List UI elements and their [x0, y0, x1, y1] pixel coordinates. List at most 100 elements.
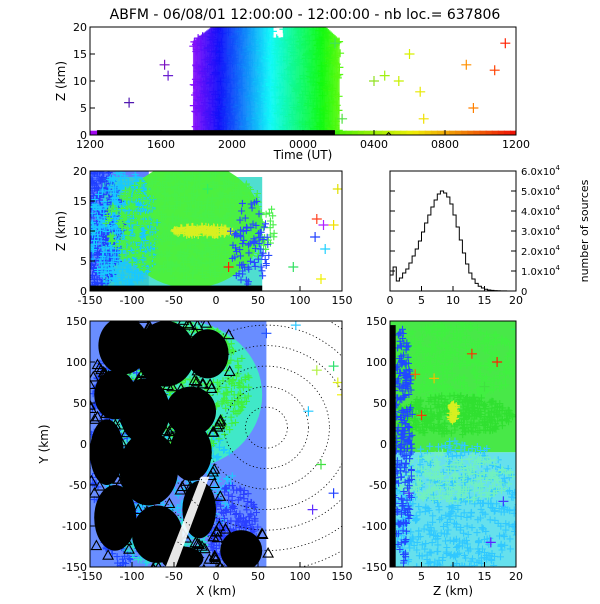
- plan-range-ring: [119, 321, 342, 567]
- time-height-band-fill: [293, 27, 297, 135]
- plan-outlier: [303, 406, 314, 417]
- time-height-band-fill: [326, 29, 330, 135]
- time-height-band-fill: [297, 27, 301, 135]
- histogram-xaxis-tick-label: 0: [387, 294, 394, 307]
- time-height-ground: [449, 130, 457, 135]
- x-height-ground: [90, 285, 263, 291]
- time-height-band-fill: [333, 35, 336, 135]
- zy-yaxis-tick-label: 0: [380, 438, 387, 451]
- histogram-ytick-label: 0: [521, 287, 527, 298]
- z-axis-tick-label: 0: [80, 129, 87, 142]
- time-height-band-fill: [200, 34, 204, 135]
- time-height-ground: [436, 130, 444, 135]
- time-height-band-fill: [235, 27, 238, 135]
- plan-outlier: [261, 328, 272, 339]
- time-height-band-fill: [289, 27, 293, 135]
- zy-xaxis-tick-label: 15: [478, 570, 492, 583]
- time-height-band-fill: [272, 37, 275, 135]
- time-height-band-fill: [261, 27, 265, 135]
- time-height-outlier: [369, 76, 379, 86]
- plan-xaxis-tick-label: -100: [120, 570, 145, 583]
- time-height-band-fill: [337, 38, 340, 135]
- time-height-band-fill: [292, 27, 295, 135]
- time-height-outlier: [468, 103, 479, 113]
- time-axis-tick-label: 2000: [218, 138, 246, 151]
- time-height-band-fill: [244, 27, 248, 135]
- time-height-ground: [90, 130, 98, 135]
- time-height-outlier: [337, 113, 348, 124]
- histogram-frame: [389, 170, 517, 292]
- histogram-ytick-label: 3.0x104: [521, 224, 561, 238]
- plan-outlier: [328, 488, 339, 499]
- time-height-band-fill: [218, 27, 221, 135]
- time-height-band-fill: [285, 27, 289, 135]
- time-height-band-fill: [203, 32, 207, 135]
- plan-yaxis-tick-label: -100: [62, 520, 87, 533]
- time-height-band-fill: [195, 38, 199, 135]
- x-height-xaxis-tick-label: 150: [332, 294, 353, 307]
- zy-xaxis-tick-label: 5: [418, 570, 425, 583]
- z-axis-tick-label: 10: [73, 75, 87, 88]
- time-height-band-fill: [259, 27, 262, 135]
- time-height-band-fill: [300, 27, 303, 135]
- time-height-outlier: [330, 38, 340, 49]
- x-height-xaxis-tick-label: 100: [290, 294, 311, 307]
- time-height-band-fill: [282, 27, 286, 135]
- x-height-outlier: [318, 220, 329, 230]
- time-axis-tick-label: 0400: [360, 138, 388, 151]
- zy-blue-low: [390, 325, 416, 567]
- z-axis-tick-label: 5: [80, 102, 87, 115]
- x-height-outlier: [328, 220, 339, 230]
- time-height-ground: [357, 130, 365, 135]
- time-height-plot: [90, 27, 516, 135]
- time-height-band-fill: [313, 27, 316, 135]
- time-height-band-fill: [229, 27, 233, 135]
- histogram-xaxis-tick-label: 20: [509, 294, 523, 307]
- zy-yaxis-tick-label: 150: [366, 315, 387, 328]
- histogram-ytick-label: 4.0x104: [521, 204, 561, 218]
- plan-xaxis-tick-label: 100: [290, 570, 311, 583]
- histogram-ytick-exponent: 4: [556, 184, 561, 192]
- plan-view-plot: [90, 321, 342, 567]
- time-height-band-fill: [220, 27, 224, 135]
- time-height-diamond: [385, 131, 392, 135]
- time-height-ylabel: Z (km): [54, 61, 68, 101]
- zy-yellow: [446, 400, 461, 425]
- zy-xlabel: Z (km): [433, 584, 473, 598]
- time-height-outlier: [461, 59, 472, 70]
- x-height-yaxis-tick-label: 15: [73, 195, 87, 208]
- time-height-ground: [400, 130, 408, 135]
- plan-yaxis-tick-label: 150: [66, 315, 87, 328]
- z-axis-tick-label: 15: [73, 48, 87, 61]
- plan-outlier: [328, 361, 339, 372]
- time-height-band-fill: [208, 28, 212, 135]
- x-height-outlier: [223, 262, 234, 272]
- plan-black-cluster: [220, 530, 263, 567]
- time-height-ground: [491, 130, 499, 135]
- time-height-ground: [442, 130, 451, 135]
- x-height-outlier: [310, 232, 321, 242]
- time-height-band-fill: [330, 32, 334, 135]
- plan-xlabel: X (km): [196, 584, 236, 598]
- histogram-ytick-label: 5.0x104: [521, 184, 561, 198]
- time-axis-tick-label: 1600: [147, 138, 175, 151]
- time-height-ground: [430, 130, 438, 135]
- time-height-band-fill: [243, 27, 246, 135]
- plan-ylabel: Y (km): [37, 424, 51, 464]
- time-height-band-fill: [263, 27, 266, 135]
- time-height-band-fill: [210, 27, 213, 135]
- time-height-ground: [418, 130, 426, 135]
- time-height-band-fill: [227, 27, 230, 135]
- time-height-outlier: [159, 59, 170, 70]
- time-height-ground: [479, 130, 487, 135]
- time-height-outlier: [379, 70, 390, 81]
- time-height-band-fill: [317, 27, 320, 135]
- plan-black-cluster: [119, 378, 170, 445]
- time-height-band-fill: [248, 27, 252, 135]
- x-height-xaxis-tick-label: -150: [78, 294, 103, 307]
- time-height-band-fill: [284, 27, 287, 135]
- chart-title: ABFM - 06/08/01 12:00:00 - 12:00:00 - nb…: [110, 7, 501, 23]
- plan-outlier: [332, 377, 342, 388]
- time-height-band-fill: [265, 27, 269, 135]
- time-height-ground: [467, 130, 475, 135]
